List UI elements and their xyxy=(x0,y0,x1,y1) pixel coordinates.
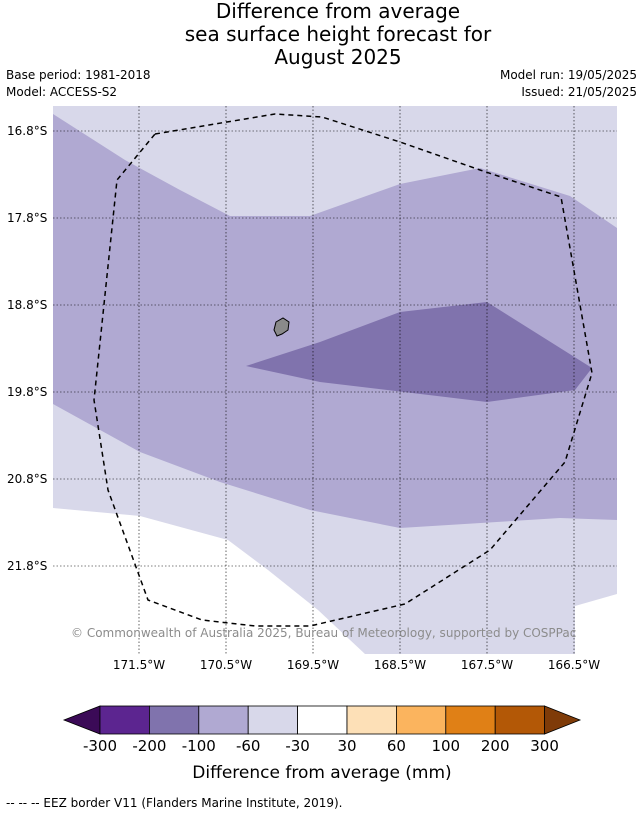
lat-label: 21.8°S xyxy=(7,559,47,573)
model-run: Model run: 19/05/2025 xyxy=(499,68,637,82)
lon-label: 171.5°W xyxy=(113,658,165,672)
colorbar-label: Difference from average (mm) xyxy=(192,763,451,783)
colorbar-tick: 60 xyxy=(387,737,406,755)
lat-label: 19.8°S xyxy=(7,385,47,399)
title-line-3: August 2025 xyxy=(274,45,402,69)
lon-label: 167.5°W xyxy=(461,658,513,672)
latitude-labels: 16.8°S 17.8°S 18.8°S 19.8°S 20.8°S 21.8°… xyxy=(7,124,47,573)
map-title: Difference from average sea surface heig… xyxy=(0,0,644,69)
contour-band-minus60 xyxy=(53,114,617,528)
grid-lines xyxy=(53,106,617,654)
colorbar-tick: -300 xyxy=(83,737,117,755)
island-shape xyxy=(273,317,290,337)
lon-label: 166.5°W xyxy=(548,658,600,672)
colorbar-segment xyxy=(346,705,397,735)
colorbar-tick: -200 xyxy=(132,737,166,755)
colorbar-tick: 100 xyxy=(431,737,460,755)
eez-border xyxy=(93,113,593,627)
colorbar-segment xyxy=(99,705,150,735)
colorbar-extend-high xyxy=(544,705,582,735)
meta-right: Model run: 19/05/2025 Issued: 21/05/2025 xyxy=(500,67,637,101)
base-period: Base period: 1981-2018 xyxy=(6,68,151,82)
colorbar xyxy=(62,705,582,735)
colorbar-tick: 300 xyxy=(530,737,559,755)
title-line-1: Difference from average xyxy=(215,0,461,23)
colorbar-segment xyxy=(198,705,249,735)
sea-level-field xyxy=(53,106,617,654)
colorbar-tick: -30 xyxy=(285,737,310,755)
issued-date: Issued: 21/05/2025 xyxy=(521,85,637,99)
title-line-2: sea surface height forecast for xyxy=(184,22,492,46)
colorbar-segment xyxy=(445,705,496,735)
colorbar-segment xyxy=(395,705,447,735)
lon-label: 168.5°W xyxy=(374,658,426,672)
colorbar-tick: 30 xyxy=(337,737,356,755)
colorbar-segment xyxy=(494,705,546,735)
colorbar-tick: -100 xyxy=(182,737,216,755)
meta-left: Base period: 1981-2018 Model: ACCESS-S2 xyxy=(6,67,151,101)
lon-label: 169.5°W xyxy=(287,658,339,672)
longitude-labels: 171.5°W 170.5°W 169.5°W 168.5°W 167.5°W … xyxy=(113,658,600,672)
copyright-text: © Commonwealth of Australia 2025, Bureau… xyxy=(71,626,576,640)
lat-label: 17.8°S xyxy=(7,211,47,225)
lat-label: 16.8°S xyxy=(7,124,47,138)
colorbar-tick-labels: -300 -200 -100 -60 -30 30 60 100 200 300 xyxy=(83,737,559,755)
colorbar-extend-low xyxy=(62,705,101,735)
contour-band-minus100 xyxy=(246,302,592,402)
eez-footnote: -- -- -- EEZ border V11 (Flanders Marine… xyxy=(6,796,343,810)
colorbar-segment xyxy=(148,705,200,735)
model-name: Model: ACCESS-S2 xyxy=(6,85,118,99)
lon-label: 170.5°W xyxy=(200,658,252,672)
colorbar-tick: 200 xyxy=(481,737,510,755)
colorbar-segment xyxy=(247,705,298,735)
colorbar-tick: -60 xyxy=(236,737,261,755)
lat-label: 18.8°S xyxy=(7,298,47,312)
colorbar-segment xyxy=(297,705,348,735)
lat-label: 20.8°S xyxy=(7,472,47,486)
